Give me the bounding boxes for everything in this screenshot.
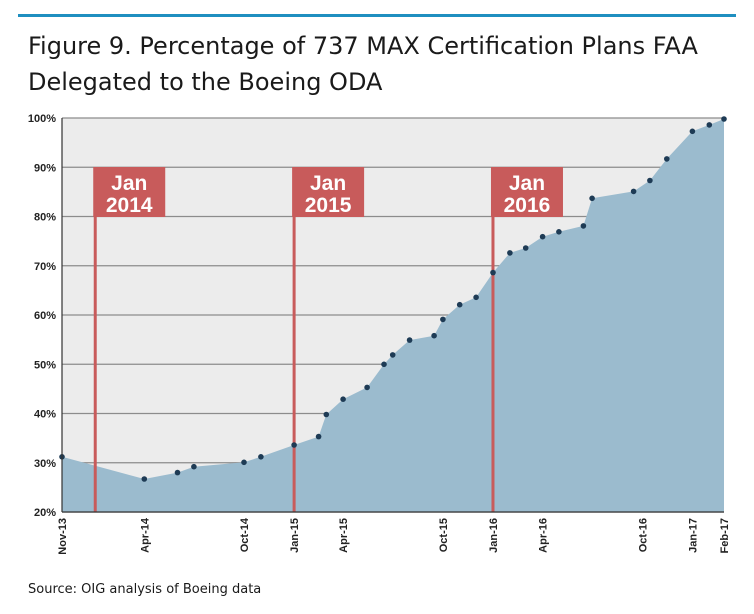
source-note: Source: OIG analysis of Boeing data <box>28 582 262 597</box>
data-point-24 <box>589 195 595 202</box>
data-point-2 <box>174 469 181 476</box>
data-point-25 <box>630 188 637 195</box>
data-point-19 <box>507 250 513 256</box>
marker-year-2016: 2016 <box>504 194 551 217</box>
data-point-21 <box>539 233 546 240</box>
data-point-6 <box>291 442 297 448</box>
x-tick-label-10: Feb-17 <box>719 518 731 553</box>
x-tick-label-7: Apr-16 <box>538 518 550 553</box>
x-tick-label-5: Oct-15 <box>438 518 450 552</box>
data-point-27 <box>664 156 670 162</box>
data-point-23 <box>580 223 587 229</box>
title-rule <box>18 14 736 17</box>
x-tick-label-2: Oct-14 <box>239 517 251 552</box>
y-tick-label-80: 80% <box>34 212 56 224</box>
data-point-10 <box>364 384 370 391</box>
data-point-8 <box>323 411 330 418</box>
y-tick-label-20: 20% <box>34 507 56 519</box>
x-tick-label-6: Jan-16 <box>488 518 500 553</box>
data-point-26 <box>647 177 653 184</box>
x-tick-label-4: Apr-15 <box>338 518 350 553</box>
data-points <box>59 116 727 482</box>
y-tick-label-40: 40% <box>34 409 56 421</box>
y-tick-label-100: 100% <box>28 113 56 125</box>
x-tick-label-9: Jan-17 <box>687 518 699 553</box>
data-point-13 <box>406 337 413 343</box>
axes <box>61 118 724 513</box>
marker-month-2015: Jan <box>310 172 346 195</box>
x-tick-label-1: Apr-14 <box>139 517 151 553</box>
data-point-22 <box>556 229 562 235</box>
data-point-16 <box>456 301 463 308</box>
marker-box-2015 <box>292 167 365 217</box>
x-tick-label-8: Oct-16 <box>637 518 649 552</box>
area-fill <box>62 119 724 512</box>
x-tick-labels: Nov-13 Apr-14 Oct-14 Jan-15 Apr-15 Oct-15 Jan-… <box>57 517 731 555</box>
marker-box-2016 <box>490 167 563 217</box>
data-point-3 <box>191 463 197 470</box>
y-tick-label-60: 60% <box>34 310 56 322</box>
marker-year-2014: 2014 <box>106 194 153 217</box>
data-point-28 <box>689 128 696 135</box>
data-point-9 <box>340 396 346 403</box>
marker-month-2014: Jan <box>111 172 147 195</box>
data-point-17 <box>473 294 479 301</box>
data-point-11 <box>381 361 387 368</box>
data-point-29 <box>706 122 713 128</box>
data-point-20 <box>522 245 529 251</box>
y-tick-label-70: 70% <box>34 261 56 273</box>
data-point-1 <box>141 476 148 482</box>
area-layer <box>62 119 724 512</box>
data-point-4 <box>241 459 247 466</box>
data-point-15 <box>440 316 446 323</box>
data-point-12 <box>389 352 396 358</box>
figure-title: Figure 9. Percentage of 737 MAX Certific… <box>28 32 698 96</box>
y-tick-label-90: 90% <box>34 162 56 174</box>
data-point-7 <box>315 433 322 440</box>
x-tick-label-0: Nov-13 <box>57 518 69 555</box>
data-point-18 <box>490 269 496 276</box>
marker-year-2015: 2015 <box>305 194 352 217</box>
x-tick-label-3: Jan-15 <box>289 518 301 553</box>
data-point-30 <box>721 116 727 122</box>
data-point-14 <box>431 332 437 339</box>
data-point-5 <box>258 454 264 460</box>
marker-box-2014 <box>93 167 166 217</box>
marker-month-2016: Jan <box>509 172 545 195</box>
y-tick-labels: 20% 30% 40% 50% 60% 70% 80% 90% 100% <box>28 113 56 519</box>
y-tick-label-30: 30% <box>34 458 56 470</box>
y-tick-label-50: 50% <box>34 359 56 371</box>
